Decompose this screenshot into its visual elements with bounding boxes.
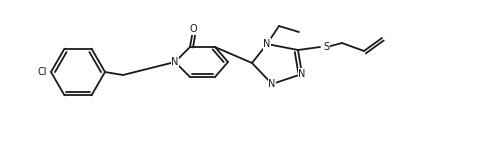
Text: N: N bbox=[268, 79, 276, 89]
Text: Cl: Cl bbox=[38, 67, 47, 77]
Text: O: O bbox=[189, 24, 197, 34]
Text: N: N bbox=[263, 39, 271, 49]
Text: N: N bbox=[298, 69, 306, 79]
Text: N: N bbox=[171, 57, 179, 67]
Text: S: S bbox=[323, 42, 329, 52]
